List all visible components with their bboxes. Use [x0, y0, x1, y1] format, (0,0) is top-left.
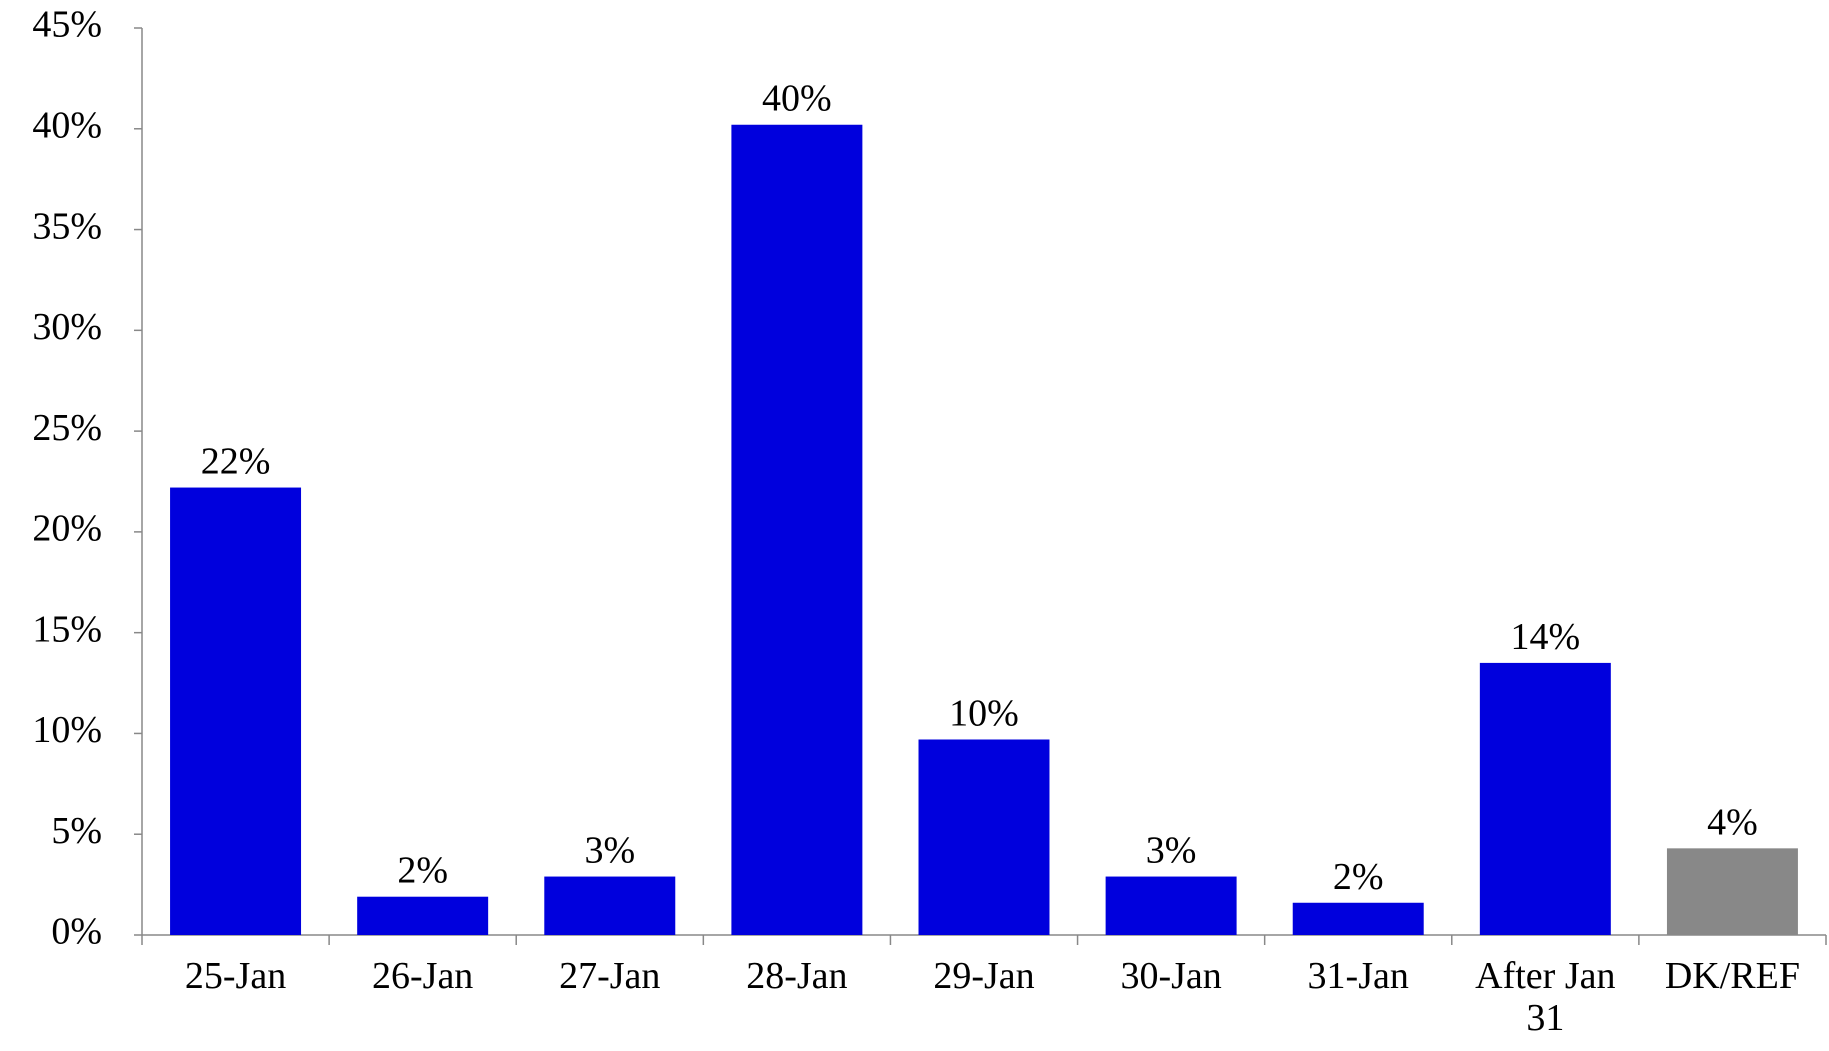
y-tick-label: 40% — [32, 104, 102, 146]
y-tick-label: 25% — [32, 407, 102, 449]
x-tick-label: 25-Jan — [184, 955, 287, 997]
y-tick-label: 30% — [32, 306, 102, 348]
value-label: 4% — [1707, 801, 1758, 843]
y-tick-label: 10% — [32, 709, 102, 751]
bar — [357, 896, 489, 935]
x-tick-label: 28-Jan — [746, 955, 848, 997]
y-tick-label: 5% — [51, 810, 102, 852]
bar — [170, 487, 302, 935]
x-tick-label: 30-Jan — [1120, 955, 1222, 997]
bar — [1479, 662, 1611, 935]
value-label: 2% — [397, 850, 448, 892]
x-tick-label: DK/REF — [1664, 955, 1800, 997]
value-label: 2% — [1333, 856, 1384, 898]
y-tick-label: 0% — [51, 911, 102, 953]
bar — [1666, 848, 1798, 935]
x-tick-label: 26-Jan — [372, 955, 474, 997]
y-tick-label: 20% — [32, 508, 102, 550]
bar — [544, 876, 676, 935]
y-tick-label: 35% — [32, 205, 102, 247]
x-tick-label: 27-Jan — [559, 955, 661, 997]
bar — [918, 739, 1050, 935]
value-label: 22% — [201, 441, 271, 483]
value-label: 14% — [1511, 616, 1581, 658]
value-label: 3% — [584, 830, 635, 872]
x-tick-label: 29-Jan — [933, 955, 1035, 997]
y-tick-label: 15% — [32, 608, 102, 650]
bar — [1105, 876, 1237, 935]
value-label: 10% — [949, 692, 1019, 734]
x-tick-label: After Jan 31 — [1475, 955, 1616, 1039]
bar — [731, 124, 863, 936]
y-tick-label: 45% — [32, 4, 102, 46]
bar — [1292, 902, 1424, 935]
value-label: 3% — [1146, 830, 1197, 872]
value-label: 40% — [762, 78, 832, 120]
x-tick-label: 31-Jan — [1307, 955, 1409, 997]
